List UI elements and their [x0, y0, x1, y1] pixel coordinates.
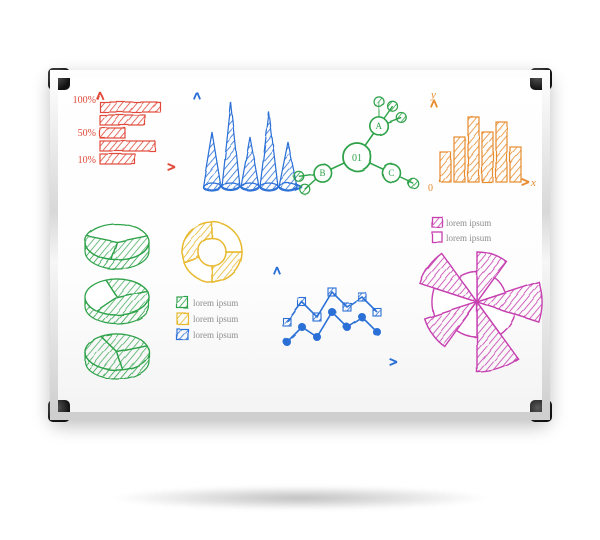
pie-charts: [85, 224, 149, 379]
legend-label: lorem ipsum: [193, 330, 238, 340]
polar-chart: [420, 252, 542, 372]
network-node-label: A: [376, 121, 383, 131]
vbar-origin: 0: [428, 183, 433, 194]
legend-label: lorem ipsum: [446, 233, 491, 243]
vbar-ylabel: y: [430, 89, 436, 101]
whiteboard: 100%50%10%01ABC0xylorem ipsumlorem ipsum…: [50, 70, 550, 420]
legend-swatch: [432, 232, 442, 242]
legend-swatch: [177, 297, 188, 308]
legend-label: lorem ipsum: [193, 314, 238, 324]
legend-right: lorem ipsum lorem ipsum: [432, 217, 491, 243]
hbar-label: 100%: [73, 95, 96, 106]
cone-chart: [194, 92, 302, 191]
canvas: 100%50%10%01ABC0xylorem ipsumlorem ipsum…: [62, 82, 538, 408]
network-diagram: 01 A B C: [294, 97, 418, 194]
legend-center: lorem ipsum lorem ipsum lorem ipsum: [177, 297, 238, 340]
line-chart: [274, 267, 397, 365]
vbar-xlabel: x: [530, 177, 536, 189]
legend-label: lorem ipsum: [446, 218, 491, 228]
board-shadow: [110, 486, 490, 510]
hbar-chart: 100% 50% 10%: [73, 92, 175, 170]
donut-chart: [182, 222, 242, 282]
vbar-chart: 0 x y: [428, 89, 536, 194]
network-node-label: B: [320, 168, 326, 178]
legend-swatch: [177, 329, 188, 340]
hbar-label: 50%: [78, 128, 96, 139]
legend-swatch: [432, 217, 442, 227]
legend-swatch: [177, 313, 188, 324]
legend-label: lorem ipsum: [193, 298, 238, 308]
network-node-label: C: [388, 168, 394, 178]
network-center-label: 01: [352, 153, 362, 164]
hbar-label: 10%: [78, 155, 96, 166]
